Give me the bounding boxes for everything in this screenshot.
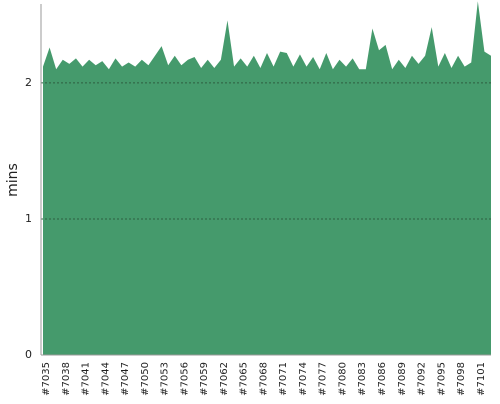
x-tick-label: #7092 xyxy=(417,362,428,396)
x-tick-label: #7080 xyxy=(337,362,348,396)
y-tick-label: 1 xyxy=(25,212,32,225)
area xyxy=(43,1,491,355)
x-tick-label: #7098 xyxy=(456,362,467,396)
y-axis-label: mins xyxy=(5,163,21,197)
x-tick-label: #7041 xyxy=(81,362,92,396)
x-tick-label: #7050 xyxy=(140,362,151,396)
x-tick-label: #7086 xyxy=(377,362,388,396)
x-tick-label: #7089 xyxy=(397,362,408,396)
x-tick-label: #7056 xyxy=(179,362,190,396)
x-tick-label: #7038 xyxy=(61,362,72,396)
x-tick-label: #7035 xyxy=(41,362,52,396)
x-tick-label: #7044 xyxy=(100,362,111,396)
x-tick-label: #7068 xyxy=(258,362,269,396)
x-tick-label: #7047 xyxy=(120,362,131,396)
x-tick-label: #7062 xyxy=(219,362,230,396)
x-tick-label: #7083 xyxy=(357,362,368,396)
x-tick-label: #7077 xyxy=(318,362,329,396)
x-tick-label: #7059 xyxy=(199,362,210,396)
x-tick-label: #7065 xyxy=(239,362,250,396)
x-tick-label: #7053 xyxy=(160,362,171,396)
x-tick-label: #7095 xyxy=(436,362,447,396)
x-tick-label: #7101 xyxy=(476,362,487,396)
y-tick-label: 2 xyxy=(25,76,32,89)
x-tick-label: #7071 xyxy=(278,362,289,396)
x-tick-label: #7074 xyxy=(298,362,309,396)
y-tick-label: 0 xyxy=(25,348,32,361)
